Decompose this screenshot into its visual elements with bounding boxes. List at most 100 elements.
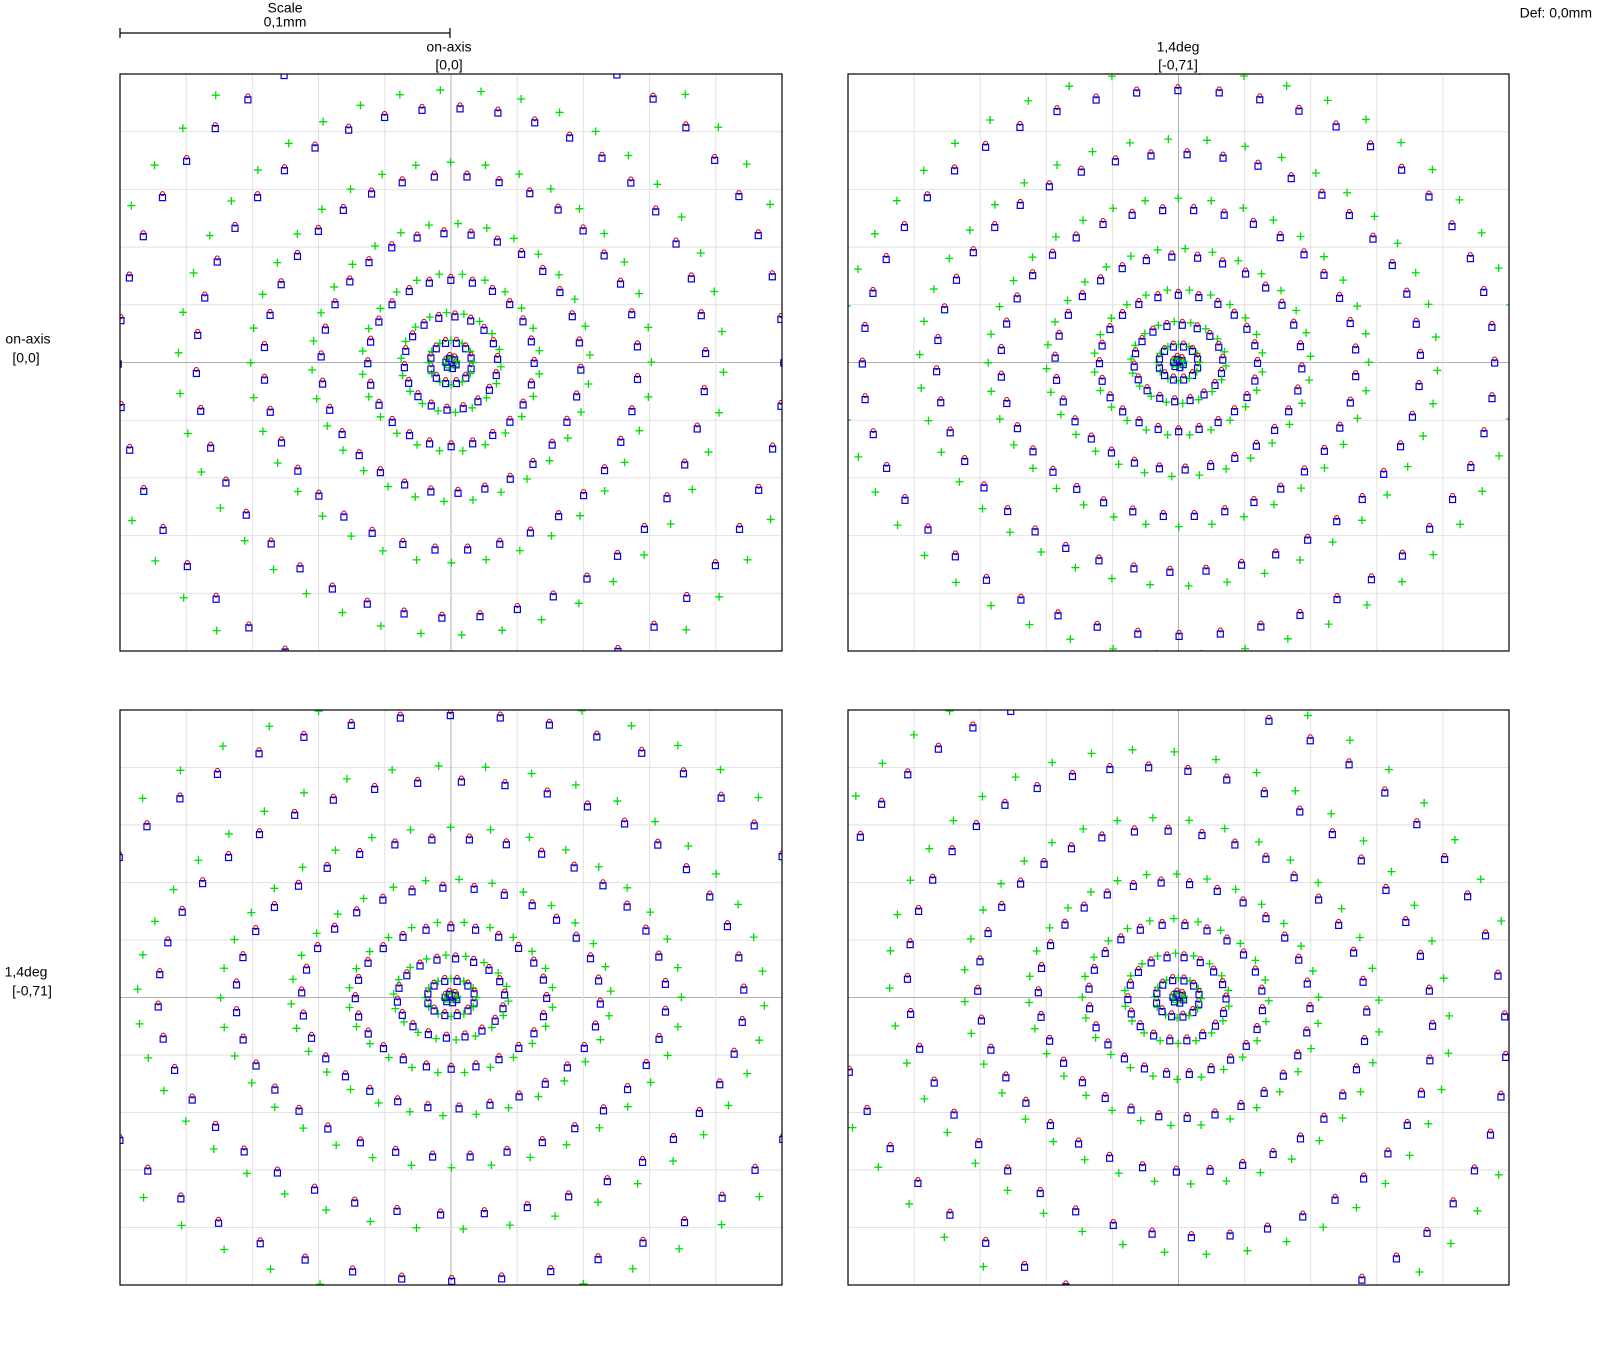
ray-spot-green <box>59 1091 67 1099</box>
ray-spot-blue <box>1127 1106 1135 1114</box>
ray-spot-red <box>226 851 232 857</box>
ray-spot-red <box>443 377 449 383</box>
ray-spot-red <box>1136 297 1142 303</box>
ray-spot-green <box>309 336 318 345</box>
ray-spot-blue <box>1207 462 1215 471</box>
ray-spot-green <box>367 833 376 842</box>
ray-spot-blue <box>1059 398 1067 406</box>
ray-spot-red <box>468 228 474 234</box>
ray-spot-blue <box>470 999 478 1007</box>
ray-spot-blue <box>1048 251 1057 259</box>
ray-spot-green <box>1327 809 1336 818</box>
ray-spot-blue <box>1481 932 1490 940</box>
ray-spot-blue <box>1158 921 1166 929</box>
ray-spot-blue <box>159 526 167 535</box>
ray-spot-green <box>815 1127 823 1135</box>
ray-spot-green <box>613 797 622 806</box>
ray-spot-green <box>371 241 380 250</box>
ray-spot-red <box>1232 838 1238 844</box>
ray-spot-blue <box>702 349 710 358</box>
ray-spot-blue <box>593 733 601 741</box>
ray-spot-red <box>315 942 321 948</box>
ray-spot-green <box>997 879 1006 888</box>
ray-spot-blue <box>438 614 446 622</box>
ray-spot-green <box>407 923 416 932</box>
ray-spot-blue <box>672 240 680 248</box>
ray-spot-green <box>734 900 743 909</box>
ray-spot-blue <box>580 1044 588 1053</box>
ray-spot-green <box>1243 1246 1252 1255</box>
ray-spot-red <box>430 1150 436 1156</box>
ray-spot-blue <box>398 179 406 187</box>
ray-spot-green <box>1052 484 1061 493</box>
ray-spot-blue <box>869 431 877 439</box>
ray-spot-red <box>184 154 190 160</box>
ray-spot-blue <box>260 376 269 384</box>
ray-spot-green <box>396 228 405 237</box>
ray-spot-green <box>1159 1331 1167 1339</box>
ray-spot-blue <box>1101 1094 1109 1103</box>
ray-spot-blue <box>1488 323 1496 331</box>
ray-spot-green <box>458 446 467 455</box>
ray-spot-red <box>1139 335 1145 341</box>
ray-spot-green <box>459 310 468 319</box>
ray-spot-blue <box>403 972 411 980</box>
ray-spot-red <box>301 730 307 736</box>
ray-spot-green <box>1216 926 1225 935</box>
ray-spot-red <box>447 710 453 715</box>
ray-spot-green <box>1162 398 1171 407</box>
ray-spot-blue <box>1129 882 1137 891</box>
ray-spot-blue <box>1078 292 1086 301</box>
ray-spot-blue <box>530 959 538 967</box>
ray-spot-red <box>120 851 122 856</box>
ray-spot-blue <box>323 864 331 872</box>
ray-spot-green <box>347 532 356 541</box>
ray-spot-blue <box>355 1013 363 1021</box>
ray-spot-red <box>527 187 533 193</box>
ray-spot-green <box>653 180 662 189</box>
ray-spot-blue <box>447 276 455 284</box>
ray-spot-red <box>770 442 776 448</box>
ray-spot-blue <box>345 126 353 134</box>
ray-spot-blue <box>1054 612 1062 620</box>
ray-spot-blue <box>321 668 327 674</box>
ray-spot-red <box>879 797 885 803</box>
ray-spot-blue <box>548 441 556 449</box>
ray-spot-blue <box>432 345 440 353</box>
ray-spot-blue <box>1237 561 1246 569</box>
ray-spot-green <box>1302 328 1311 337</box>
ray-spot-green <box>995 414 1004 423</box>
ray-spot-red <box>1468 460 1474 466</box>
ray-spot-blue <box>628 311 636 319</box>
ray-spot-red <box>268 537 274 543</box>
ray-spot-green <box>1403 462 1412 471</box>
ray-spot-blue <box>514 944 523 953</box>
ray-spot-blue <box>1220 211 1228 219</box>
ray-spot-red <box>1073 1205 1079 1211</box>
ray-spot-blue <box>940 306 949 314</box>
ray-spot-green <box>127 201 136 210</box>
ray-spot-blue <box>402 347 410 356</box>
ray-spot-red <box>427 437 433 443</box>
ray-spot-blue <box>623 903 631 911</box>
ray-spot-blue <box>1086 1005 1094 1013</box>
ray-spot-blue <box>1318 191 1326 199</box>
ray-spot-red <box>1332 1193 1338 1199</box>
ray-spot-green <box>1086 887 1095 896</box>
ray-spot-red <box>1220 353 1226 359</box>
ray-spot-green <box>432 1034 441 1043</box>
ray-spot-green <box>1141 196 1150 205</box>
ray-spot-red <box>924 191 930 197</box>
ray-spot-red <box>1176 629 1182 635</box>
ray-spot-red <box>1424 1226 1430 1232</box>
ray-spot-blue <box>472 1063 480 1071</box>
ray-spot-blue <box>1480 288 1488 296</box>
ray-spot-green <box>302 589 311 598</box>
ray-spot-blue <box>1295 956 1303 964</box>
ray-spot-red <box>1416 380 1422 386</box>
ray-spot-blue <box>341 1073 350 1081</box>
ray-spot-green <box>79 860 87 868</box>
ray-spot-red <box>323 1052 329 1058</box>
ray-spot-blue <box>907 1010 915 1018</box>
ray-spot-blue <box>170 1066 179 1074</box>
